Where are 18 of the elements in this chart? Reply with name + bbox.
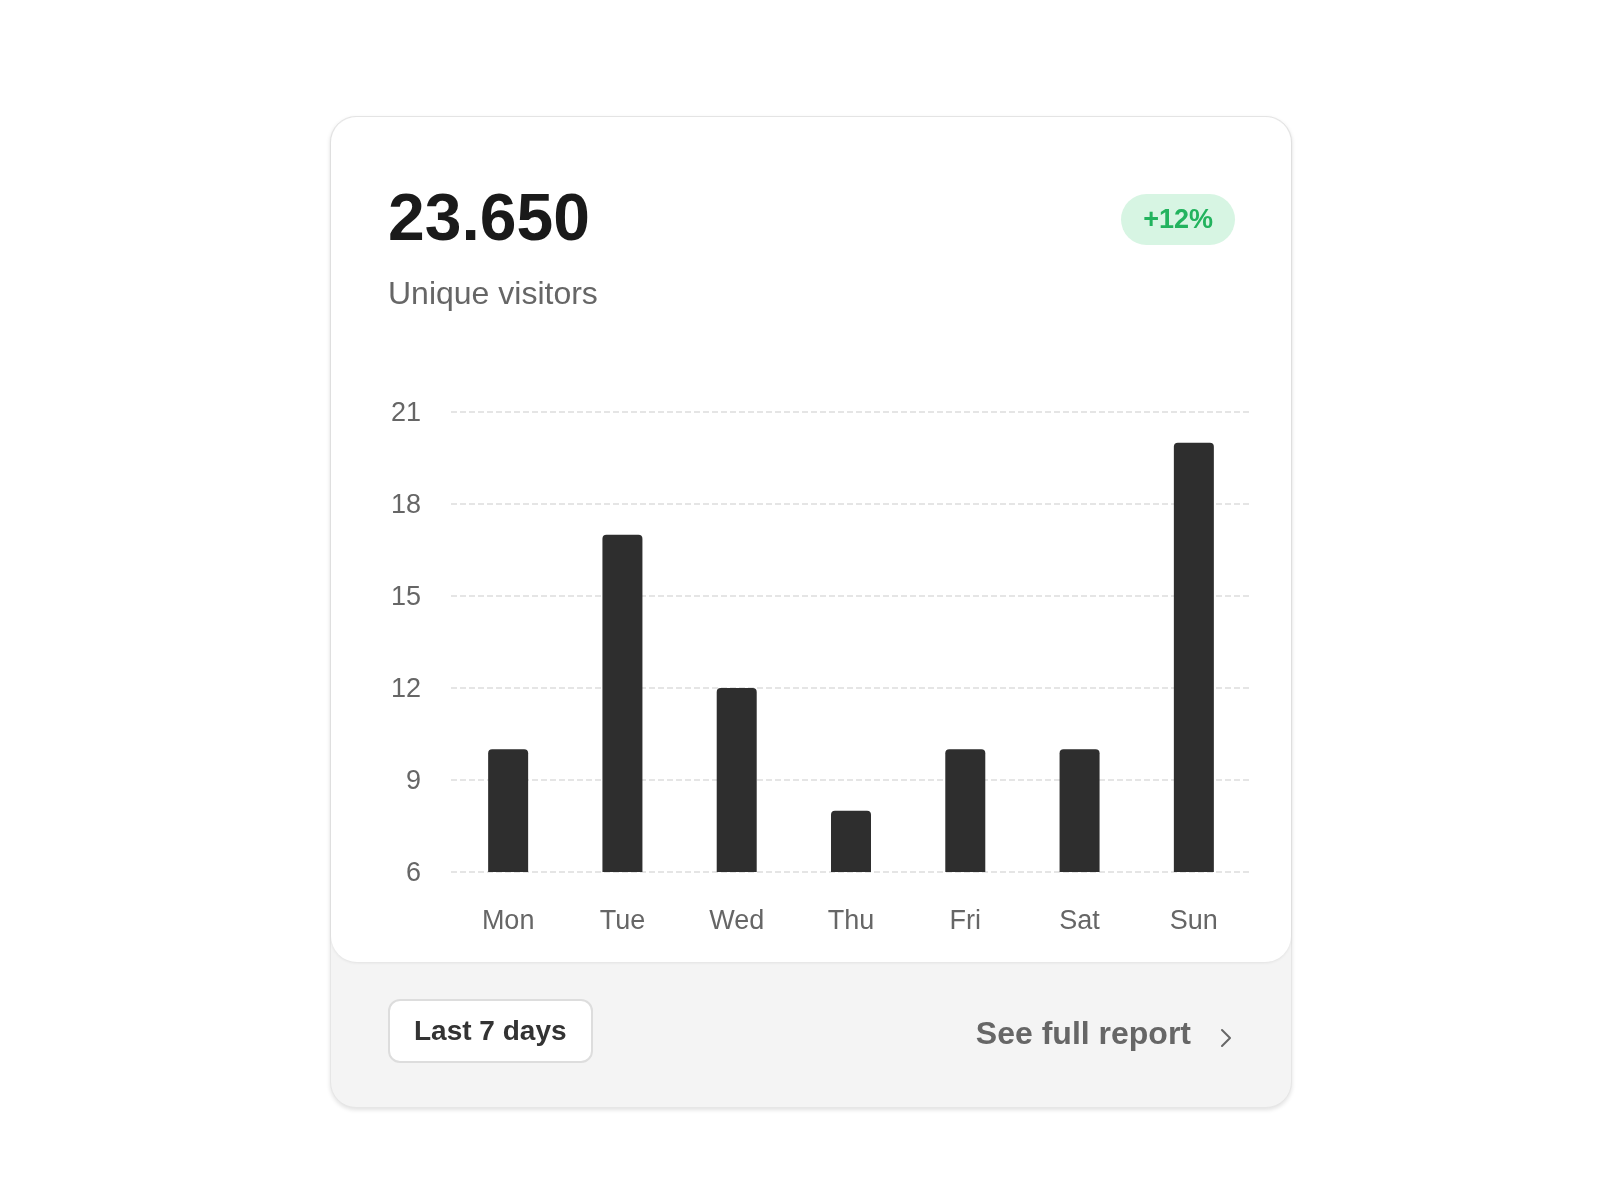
x-tick-label: Sun — [1169, 904, 1218, 935]
text: See full report — [975, 1015, 1191, 1052]
x-tick-label: Thu — [827, 904, 875, 935]
x-tick-label: Mon — [481, 904, 535, 935]
text: Last 7 days — [388, 999, 593, 1063]
y-tick-label: 12 — [390, 673, 421, 703]
text: +12% — [1121, 194, 1235, 245]
y-tick-label: 18 — [390, 489, 421, 519]
chart-subtitle: Unique visitors — [388, 275, 598, 312]
x-tick-label: Sat — [1059, 904, 1101, 935]
y-tick-label: 15 — [390, 581, 421, 611]
y-tick-label: 6 — [405, 857, 421, 887]
y-tick-label: 21 — [390, 397, 421, 427]
x-tick-label: Wed — [709, 904, 765, 935]
chart-title: 23.650 — [388, 179, 590, 255]
x-tick-label: Tue — [599, 904, 646, 935]
y-tick-label: 9 — [405, 765, 421, 795]
x-tick-label: Fri — [949, 904, 982, 935]
